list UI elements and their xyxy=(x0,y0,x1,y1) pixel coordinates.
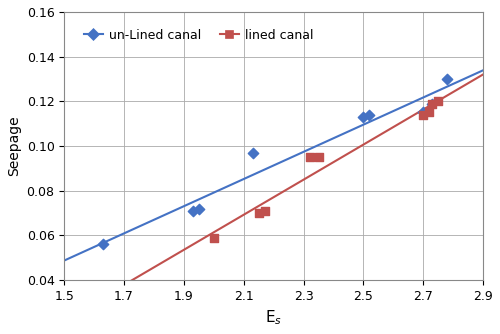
Point xyxy=(428,101,436,106)
Point xyxy=(195,206,203,211)
Point xyxy=(426,110,434,115)
Point xyxy=(306,155,314,160)
Point xyxy=(444,76,452,81)
Point xyxy=(99,242,107,247)
Point xyxy=(249,150,257,155)
Point xyxy=(428,101,436,106)
Y-axis label: Seepage: Seepage xyxy=(7,116,21,176)
Point xyxy=(254,210,262,216)
Point xyxy=(360,114,368,120)
Point xyxy=(314,155,322,160)
Point xyxy=(434,99,442,104)
Point xyxy=(189,208,197,213)
Point xyxy=(420,110,428,115)
Point xyxy=(366,112,374,117)
Point xyxy=(420,112,428,117)
X-axis label: E$_s$: E$_s$ xyxy=(265,308,282,327)
Point xyxy=(260,208,268,213)
Legend: un-Lined canal, lined canal: un-Lined canal, lined canal xyxy=(79,24,318,46)
Point xyxy=(210,235,218,240)
